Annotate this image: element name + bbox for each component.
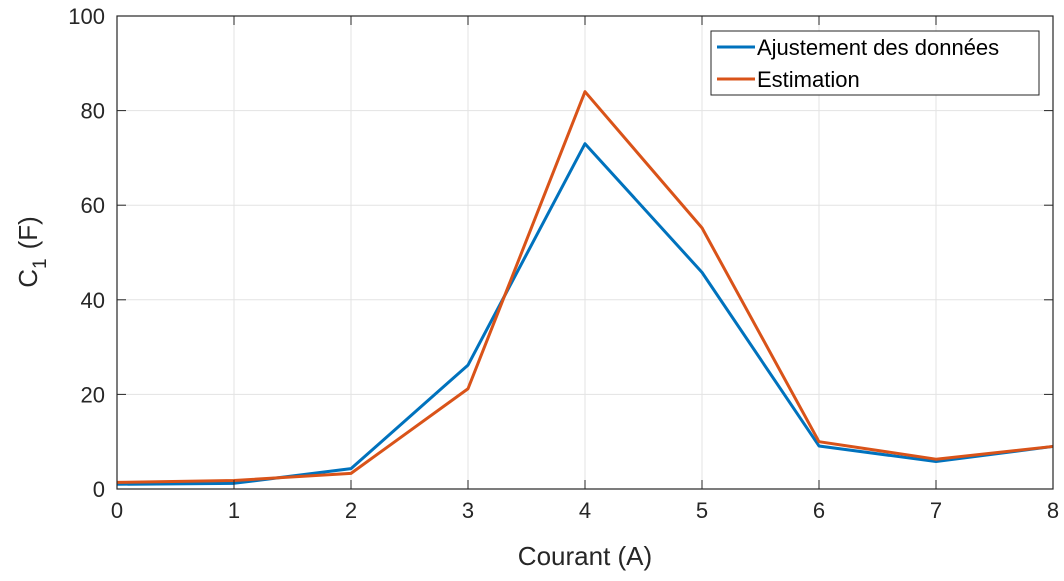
legend-label-series-1: Ajustement des données bbox=[757, 35, 999, 60]
x-tick-label: 4 bbox=[579, 498, 591, 523]
y-tick-label: 100 bbox=[68, 4, 105, 29]
y-axis-label-unit: (F) bbox=[13, 216, 43, 249]
y-tick-label: 0 bbox=[93, 477, 105, 502]
y-axis-label-main: C bbox=[13, 269, 43, 288]
series-layer bbox=[116, 90, 1054, 486]
x-tick-label: 5 bbox=[696, 498, 708, 523]
x-tick-label: 1 bbox=[228, 498, 240, 523]
ticks bbox=[116, 15, 1054, 490]
x-tick-label: 7 bbox=[930, 498, 942, 523]
y-axis-label: C1 (F) bbox=[13, 216, 51, 288]
x-tick-label: 0 bbox=[111, 498, 123, 523]
grid-lines bbox=[117, 16, 1053, 489]
y-tick-label: 20 bbox=[81, 382, 105, 407]
legend-label-series-2: Estimation bbox=[757, 67, 860, 92]
x-tick-label: 6 bbox=[813, 498, 825, 523]
legend: Ajustement des données Estimation bbox=[710, 30, 1040, 96]
x-tick-label: 2 bbox=[345, 498, 357, 523]
x-axis-label: Courant (A) bbox=[518, 541, 652, 571]
legend-box bbox=[710, 30, 1040, 96]
series-line-2 bbox=[116, 90, 1054, 484]
x-tick-label: 8 bbox=[1047, 498, 1059, 523]
y-axis-label-subscript: 1 bbox=[30, 258, 51, 269]
y-tick-label: 40 bbox=[81, 288, 105, 313]
y-tick-label: 60 bbox=[81, 193, 105, 218]
x-tick-label: 3 bbox=[462, 498, 474, 523]
y-tick-label: 80 bbox=[81, 99, 105, 124]
